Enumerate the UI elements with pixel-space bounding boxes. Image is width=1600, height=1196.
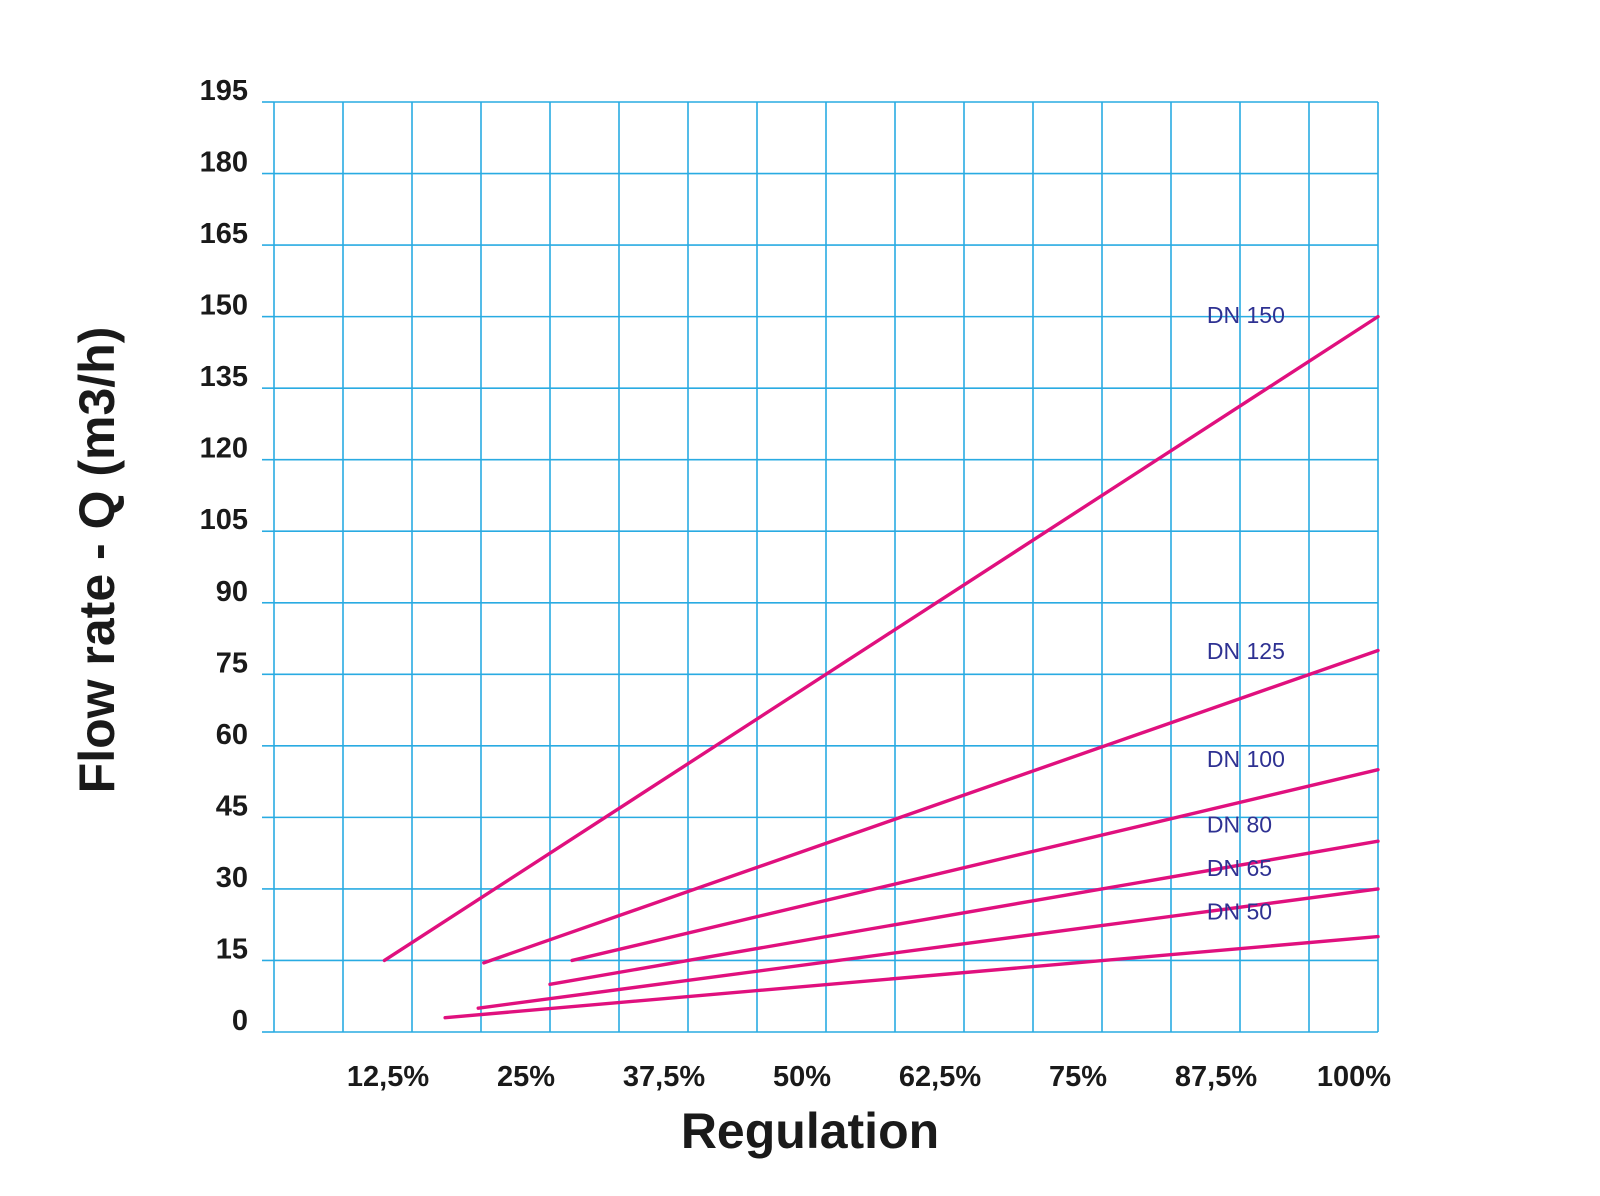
y-axis-title: Flow rate - Q (m3/h) <box>69 327 125 794</box>
y-tick-label: 165 <box>200 218 248 250</box>
series-line <box>482 648 1380 965</box>
series-line <box>443 934 1380 1020</box>
x-tick-label: 50% <box>773 1061 831 1093</box>
series-line <box>476 887 1380 1010</box>
series-line <box>548 839 1380 987</box>
y-tick-label: 135 <box>200 361 248 393</box>
grid <box>273 101 1379 1033</box>
y-tick-label: 15 <box>216 933 248 965</box>
y-tick-label: 0 <box>232 1005 248 1037</box>
series-label: DN 100 <box>1207 746 1285 772</box>
x-tick-label: 62,5% <box>899 1061 981 1093</box>
series-label: DN 125 <box>1207 638 1285 664</box>
series-line <box>570 767 1380 963</box>
series-label: DN 65 <box>1207 855 1272 881</box>
y-tick-label: 105 <box>200 504 248 536</box>
y-axis: 0 15 30 45 60 75 90 105 120 135 150 165 180 195 <box>200 75 274 1037</box>
y-tick-label: 90 <box>216 576 248 608</box>
series-lines <box>382 314 1380 1020</box>
x-tick-label: 25% <box>497 1061 555 1093</box>
series-label: DN 50 <box>1207 898 1272 924</box>
y-tick-label: 75 <box>216 647 248 679</box>
x-tick-label: 37,5% <box>623 1061 705 1093</box>
x-axis: 12,5% 25% 37,5% 50% 62,5% 75% 87,5% 100% <box>347 1061 1391 1093</box>
series-labels: DN 150 DN 125 DN 100 DN 80 DN 65 DN 50 <box>1207 302 1285 924</box>
y-tick-label: 60 <box>216 719 248 751</box>
series-label: DN 80 <box>1207 811 1272 837</box>
x-tick-label: 100% <box>1317 1061 1391 1093</box>
y-tick-label: 195 <box>200 75 248 107</box>
x-tick-label: 75% <box>1049 1061 1107 1093</box>
series-label: DN 150 <box>1207 302 1285 328</box>
y-tick-label: 30 <box>216 862 248 894</box>
y-tick-label: 45 <box>216 790 248 822</box>
y-tick-label: 180 <box>200 147 248 179</box>
y-tick-label: 120 <box>200 433 248 465</box>
y-tick-label: 150 <box>200 290 248 322</box>
x-tick-label: 87,5% <box>1175 1061 1257 1093</box>
series-line <box>382 314 1380 963</box>
x-tick-label: 12,5% <box>347 1061 429 1093</box>
x-axis-title: Regulation <box>681 1103 939 1159</box>
